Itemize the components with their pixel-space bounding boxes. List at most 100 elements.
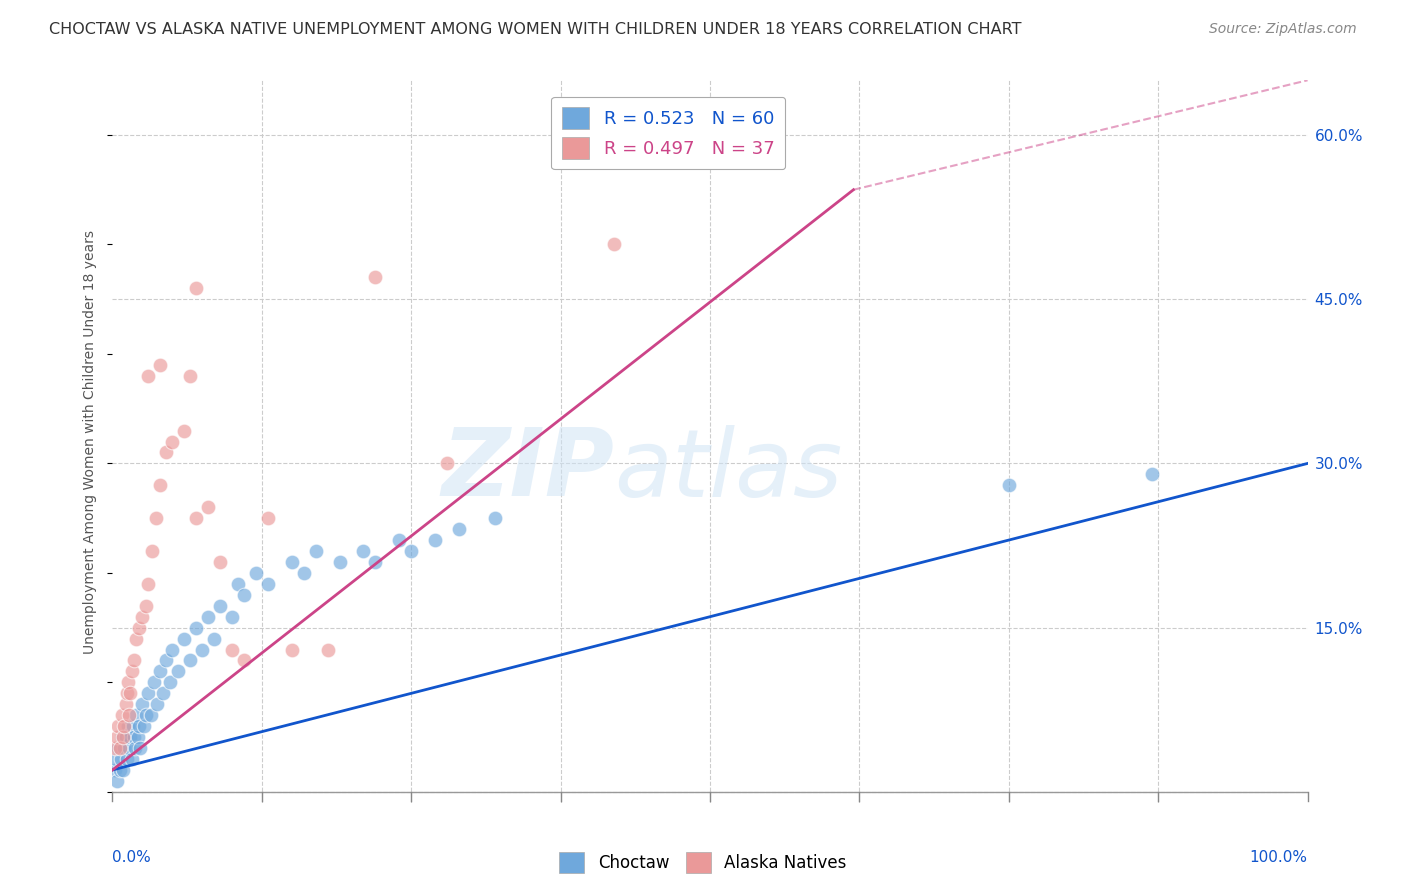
Point	[115, 686, 138, 700]
Point	[159, 675, 181, 690]
Point	[143, 675, 166, 690]
Point	[221, 609, 243, 624]
Point	[257, 511, 280, 525]
Text: 100.0%: 100.0%	[1250, 850, 1308, 864]
Point	[128, 621, 150, 635]
Point	[108, 741, 131, 756]
Point	[152, 686, 174, 700]
Point	[998, 478, 1021, 492]
Point	[122, 653, 145, 667]
Point	[257, 577, 280, 591]
Point	[135, 708, 157, 723]
Point	[117, 675, 139, 690]
Point	[281, 642, 304, 657]
Point	[173, 632, 195, 646]
Point	[108, 763, 131, 777]
Legend: R = 0.523   N = 60, R = 0.497   N = 37: R = 0.523 N = 60, R = 0.497 N = 37	[551, 96, 785, 169]
Point	[202, 632, 225, 646]
Point	[155, 653, 177, 667]
Point	[117, 719, 139, 733]
Point	[138, 577, 160, 591]
Point	[329, 555, 352, 569]
Point	[179, 368, 201, 383]
Point	[221, 642, 243, 657]
Point	[110, 752, 132, 766]
Point	[115, 752, 138, 766]
Point	[111, 730, 134, 744]
Point	[197, 609, 219, 624]
Point	[138, 686, 160, 700]
Point	[114, 698, 136, 712]
Point	[145, 511, 167, 525]
Point	[139, 708, 162, 723]
Point	[135, 599, 157, 613]
Point	[316, 642, 339, 657]
Point	[111, 708, 134, 723]
Point	[114, 719, 135, 733]
Point	[105, 752, 128, 766]
Point	[104, 741, 127, 756]
Text: atlas: atlas	[614, 425, 842, 516]
Point	[364, 270, 387, 285]
Point	[305, 544, 328, 558]
Point	[128, 719, 150, 733]
Point	[226, 577, 249, 591]
Point	[114, 730, 136, 744]
Point	[112, 763, 135, 777]
Point	[107, 741, 129, 756]
Point	[118, 741, 141, 756]
Point	[281, 555, 304, 569]
Point	[173, 424, 195, 438]
Point	[107, 719, 129, 733]
Point	[209, 599, 232, 613]
Text: ZIP: ZIP	[441, 425, 614, 516]
Point	[120, 730, 142, 744]
Point	[112, 730, 135, 744]
Point	[132, 719, 155, 733]
Point	[149, 478, 172, 492]
Point	[233, 588, 256, 602]
Point	[121, 719, 143, 733]
Point	[191, 642, 214, 657]
Point	[122, 730, 145, 744]
Point	[292, 566, 315, 580]
Point	[131, 698, 153, 712]
Point	[121, 665, 143, 679]
Text: 0.0%: 0.0%	[112, 850, 152, 864]
Point	[125, 708, 148, 723]
Point	[149, 665, 172, 679]
Point	[186, 281, 208, 295]
Point	[114, 741, 135, 756]
Point	[186, 511, 208, 525]
Point	[233, 653, 256, 667]
Legend: Choctaw, Alaska Natives: Choctaw, Alaska Natives	[553, 846, 853, 880]
Point	[436, 457, 458, 471]
Point	[186, 621, 208, 635]
Point	[105, 730, 128, 744]
Point	[120, 686, 142, 700]
Point	[124, 741, 146, 756]
Y-axis label: Unemployment Among Women with Children Under 18 years: Unemployment Among Women with Children U…	[83, 229, 97, 654]
Point	[145, 698, 167, 712]
Point	[603, 237, 626, 252]
Point	[245, 566, 267, 580]
Point	[118, 708, 141, 723]
Point	[127, 730, 149, 744]
Point	[179, 653, 201, 667]
Point	[425, 533, 447, 547]
Point	[141, 544, 163, 558]
Point	[364, 555, 387, 569]
Point	[388, 533, 411, 547]
Text: Source: ZipAtlas.com: Source: ZipAtlas.com	[1209, 22, 1357, 37]
Point	[1142, 467, 1164, 482]
Point	[162, 642, 183, 657]
Point	[167, 665, 190, 679]
Text: CHOCTAW VS ALASKA NATIVE UNEMPLOYMENT AMONG WOMEN WITH CHILDREN UNDER 18 YEARS C: CHOCTAW VS ALASKA NATIVE UNEMPLOYMENT AM…	[49, 22, 1022, 37]
Point	[209, 555, 232, 569]
Point	[447, 522, 470, 536]
Point	[105, 773, 128, 788]
Point	[138, 368, 160, 383]
Point	[484, 511, 506, 525]
Point	[104, 763, 127, 777]
Point	[401, 544, 423, 558]
